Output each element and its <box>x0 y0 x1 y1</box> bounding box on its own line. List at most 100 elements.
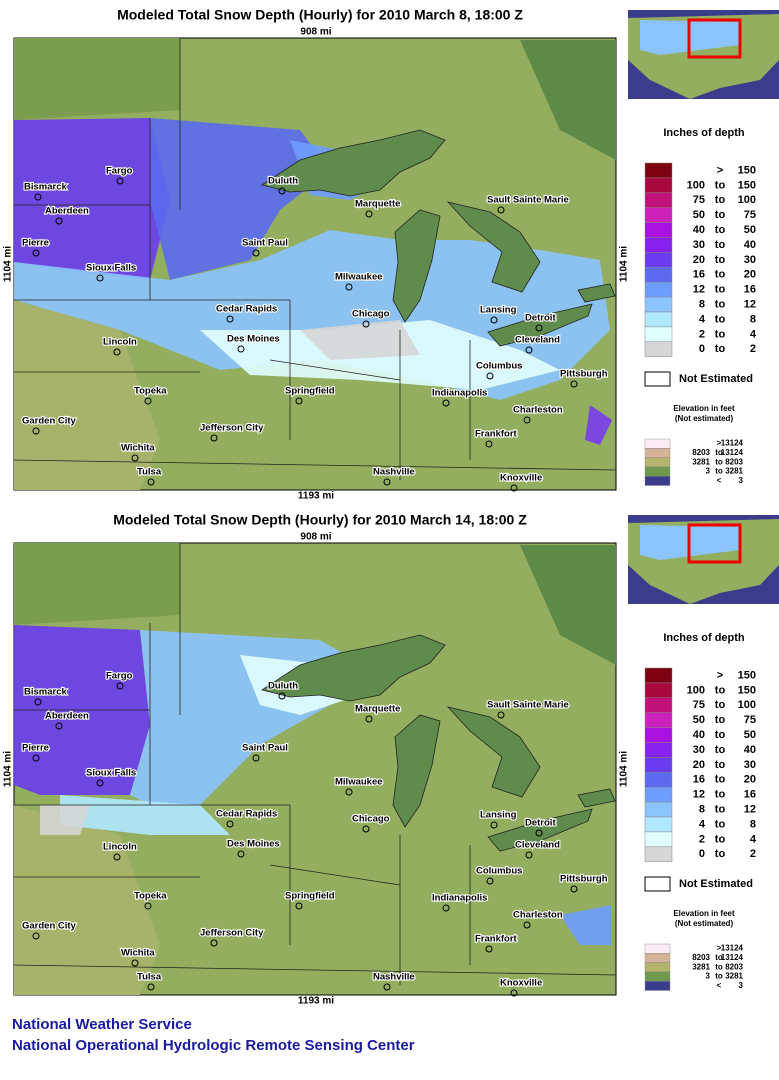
legend-label: to <box>715 972 723 981</box>
city-dot <box>113 348 121 356</box>
map-panel: Modeled Total Snow Depth (Hourly) for 20… <box>3 7 779 502</box>
boundary <box>13 964 617 976</box>
city-label: Lincoln <box>103 842 137 853</box>
city-dot <box>295 397 303 405</box>
city-dot <box>535 324 543 332</box>
map-terrain <box>14 805 160 995</box>
lake <box>446 706 541 798</box>
city-label: Topeka <box>134 386 167 397</box>
legend-label: 3 <box>739 476 744 485</box>
city-label: Sioux Falls <box>86 768 136 779</box>
city-dot <box>486 372 494 380</box>
legend-label: 8 <box>699 299 705 311</box>
legend-label: Not Estimated <box>679 373 753 385</box>
distance-label: 1104 mi <box>3 751 14 787</box>
city-dot <box>144 902 152 910</box>
city-dot <box>490 821 498 829</box>
legend-label: 30 <box>744 254 756 266</box>
legend-label: to <box>715 818 726 830</box>
legend-label: 13124 <box>721 439 744 448</box>
city-dot <box>147 478 155 486</box>
legend-label: to <box>715 744 726 756</box>
legend-swatch <box>644 682 673 699</box>
legend-label: 13124 <box>721 448 744 457</box>
city-dot <box>147 983 155 991</box>
legend-label: 30 <box>693 239 705 251</box>
legend-swatch <box>644 786 673 803</box>
boundary <box>269 864 401 886</box>
legend-swatch <box>644 846 673 863</box>
city-dot <box>510 989 518 997</box>
legend-label: 4 <box>750 833 757 845</box>
legend-swatch <box>644 772 673 788</box>
city-label: Tulsa <box>137 972 162 983</box>
legend-title: Inches of depth <box>663 632 745 644</box>
legend-swatch <box>644 296 673 313</box>
city-label: Marquette <box>355 199 400 210</box>
legend-label: > <box>717 669 723 681</box>
legend-label: to <box>715 209 726 221</box>
city-dot <box>362 320 370 328</box>
city-label: Sioux Falls <box>86 263 136 274</box>
legend-label: 8203 <box>692 448 710 457</box>
city-label: Duluth <box>268 681 298 692</box>
legend-label: to <box>715 789 726 801</box>
snow-area <box>300 320 420 360</box>
city-label: Detroit <box>525 818 556 829</box>
city-label: Nashville <box>373 467 415 478</box>
legend-label: 20 <box>744 774 756 786</box>
city-dot <box>442 904 450 912</box>
legend-label: 12 <box>693 789 705 801</box>
legend-label: 13124 <box>721 953 744 962</box>
legend-swatch <box>644 162 673 179</box>
legend-label: 3281 <box>692 457 710 466</box>
legend-label: to <box>715 179 726 191</box>
city-dot <box>295 902 303 910</box>
city-label: Charleston <box>513 910 563 921</box>
map-title: Modeled Total Snow Depth (Hourly) for 20… <box>117 7 523 23</box>
city-label: Tulsa <box>137 467 162 478</box>
city-dot <box>485 440 493 448</box>
city-label: Des Moines <box>227 839 280 850</box>
city-label: Pittsburgh <box>560 874 608 885</box>
legend-swatch <box>644 311 673 328</box>
city-label: Des Moines <box>227 334 280 345</box>
legend-swatch <box>644 757 673 773</box>
city-label: Jefferson City <box>200 928 264 939</box>
legend-label: Elevation in feet <box>673 404 735 413</box>
legend-label: > <box>717 164 723 176</box>
legend-swatch <box>644 237 673 253</box>
legend-swatch <box>644 727 673 743</box>
legend-label: 20 <box>693 254 705 266</box>
legend-label: 2 <box>699 328 705 340</box>
legend-label: 4 <box>750 328 757 340</box>
legend-swatch <box>644 953 671 963</box>
legend-swatch <box>644 962 671 973</box>
city-label: Topeka <box>134 891 167 902</box>
city-dot <box>144 397 152 405</box>
legend-label: to <box>715 962 723 971</box>
city-dot <box>226 315 234 323</box>
city-dot <box>383 983 391 991</box>
city-label: Fargo <box>106 166 133 177</box>
city-dot <box>252 249 260 257</box>
legend-label: 8 <box>699 804 705 816</box>
city-dot <box>131 959 139 967</box>
legend-swatch <box>644 438 671 449</box>
legend-swatch <box>644 341 673 358</box>
snow-area <box>585 405 612 445</box>
city-dot <box>32 754 40 762</box>
legend-swatch <box>644 801 673 818</box>
city-label: Bismarck <box>24 182 67 193</box>
legend-label: 2 <box>750 343 756 355</box>
legend-label: to <box>715 467 723 476</box>
snow-area <box>14 118 170 280</box>
city-label: Garden City <box>22 416 77 427</box>
map-title: Modeled Total Snow Depth (Hourly) for 20… <box>113 512 527 528</box>
map-terrain <box>14 38 180 120</box>
city-label: Columbus <box>476 361 522 372</box>
legend-label: 50 <box>693 209 705 221</box>
city-label: Sault Sainte Marie <box>487 700 569 711</box>
lake <box>577 283 616 303</box>
